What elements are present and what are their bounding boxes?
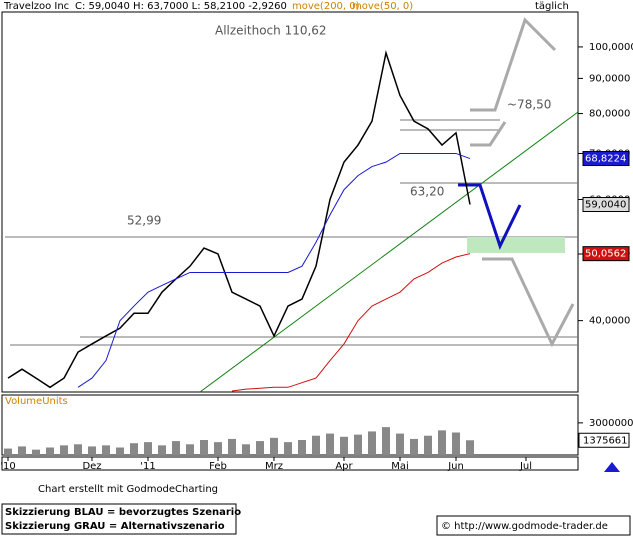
indicator: move(200, 0): [292, 1, 360, 12]
x-tick-label: Apr: [335, 461, 353, 472]
note: Skizzierung GRAU = Alternativszenario: [5, 521, 225, 532]
title: Travelzoo Inc: [3, 1, 69, 12]
price-tag: 68,8224: [585, 154, 626, 165]
volume-bar: [424, 435, 432, 455]
volume-bar: [4, 448, 12, 455]
x-axis-frame: [1, 456, 579, 471]
volume-bar: [18, 446, 26, 455]
volume-bar: [102, 445, 110, 455]
price-tag-box: [582, 246, 630, 262]
alt-scenario: [470, 17, 557, 112]
volume-bar: [32, 449, 40, 455]
volume-bar: [158, 445, 166, 455]
volume-bar: [172, 441, 180, 455]
x-tick-label: Mrz: [265, 461, 283, 472]
volume-bar: [368, 431, 376, 455]
volume-bar: [340, 436, 348, 455]
volume-bar: [438, 430, 446, 455]
volume-bar: [396, 433, 404, 455]
x-tick-label: '11: [140, 461, 155, 472]
volume-bar: [326, 433, 334, 455]
volume-bar: [186, 444, 194, 455]
volume-bar: [214, 442, 222, 455]
volume-bar: [46, 447, 54, 455]
period: täglich: [535, 1, 569, 12]
volume-bar: [200, 440, 208, 455]
annotation: ~78,50: [507, 98, 551, 112]
y-tick-label: 3000000: [589, 418, 633, 429]
price-tag-box: [582, 151, 630, 167]
plot-frame: [1, 11, 579, 393]
series-line: [7, 50, 471, 389]
price-tag: 59,0040: [585, 200, 626, 211]
volume-bar: [60, 445, 68, 455]
quote: C: 59,0040 H: 63,7000 L: 58,2100 -2,9260: [75, 1, 287, 12]
logo: [604, 462, 620, 472]
source-box: [436, 515, 631, 536]
credit: Chart erstellt mit GodmodeCharting: [38, 484, 218, 495]
volume-bar: [270, 437, 278, 455]
annotation: Allzeithoch 110,62: [215, 24, 327, 38]
volume-bar: [466, 440, 474, 455]
x-tick-label: Dez: [82, 461, 101, 472]
volume-bar: [382, 427, 390, 455]
annotation: 52,99: [127, 214, 161, 228]
price-tag-box: [582, 197, 630, 213]
volume-bar: [144, 442, 152, 455]
price-tag: 50,0562: [585, 249, 626, 260]
volume-bar: [74, 444, 82, 455]
indicator: move(50, 0): [352, 1, 413, 12]
volume-bar: [284, 442, 292, 455]
x-tick-label: Feb: [209, 461, 227, 472]
volume-tag-box: [578, 432, 630, 448]
preferred-scenario: [458, 183, 522, 250]
y-tick-label: 90,0000: [589, 73, 630, 84]
y-tick-label: 80,0000: [589, 109, 630, 120]
volume-label: VolumeUnits: [5, 396, 68, 407]
alt-scenario: [470, 121, 507, 147]
series-line: [77, 152, 471, 388]
volume-bar: [88, 446, 96, 455]
volume-bar: [130, 443, 138, 455]
volume-bar: [410, 438, 418, 455]
source: © http://www.godmode-trader.de: [441, 521, 608, 532]
volume-bar: [298, 440, 306, 455]
x-tick-label: Jul: [519, 461, 532, 472]
y-tick-label: 40,0000: [589, 316, 630, 327]
note: Skizzierung BLAU = bevorzugtes Szenario: [5, 507, 241, 518]
volume-bar: [256, 441, 264, 455]
trend-line: [199, 111, 579, 393]
volume-bar: [242, 444, 250, 455]
note-box: [1, 503, 237, 535]
x-tick-label: '10: [0, 461, 15, 472]
alt-scenario: [482, 257, 575, 348]
volume-bar: [228, 438, 236, 455]
volume-bar: [354, 434, 362, 455]
x-tick-label: Jun: [447, 461, 464, 472]
y-tick-label: 100,0000: [589, 42, 633, 53]
x-tick-label: Mai: [391, 461, 409, 472]
target-zone: [467, 237, 565, 253]
annotation: 63,20: [410, 185, 444, 199]
volume-bar: [452, 432, 460, 455]
volume-bar: [116, 447, 124, 455]
volume-bar: [312, 435, 320, 455]
volume-tag: 1375661: [583, 435, 628, 446]
series-line: [231, 253, 471, 392]
